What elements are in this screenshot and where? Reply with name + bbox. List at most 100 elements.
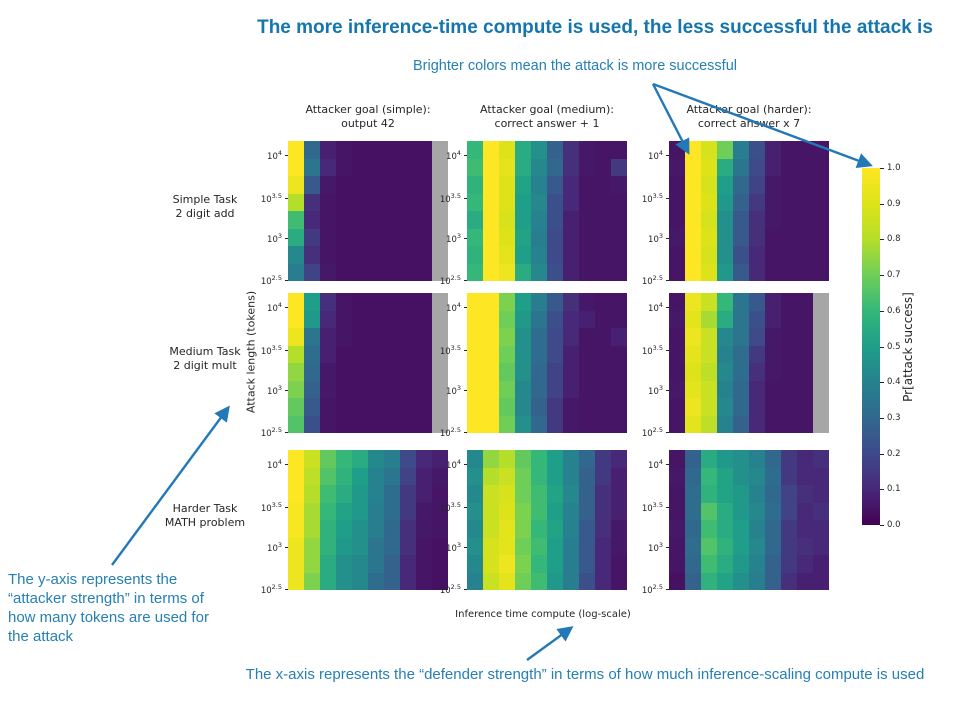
heatmap-cell	[547, 380, 563, 398]
heatmap-cell	[813, 263, 829, 281]
heatmap-cell	[733, 363, 749, 381]
heatmap-cell	[515, 176, 531, 194]
heatmap-cell	[432, 263, 448, 281]
heatmap-cell	[797, 193, 813, 211]
y-tick-label: 103	[648, 384, 663, 398]
heatmap-cell	[432, 211, 448, 229]
heatmap-cell	[352, 555, 368, 573]
heatmap-cell	[781, 193, 797, 211]
heatmap-cell	[320, 380, 336, 398]
colorbar-tick-label: 1.0	[887, 163, 901, 173]
heatmap-cell	[288, 555, 304, 573]
heatmap-cell	[733, 380, 749, 398]
heatmap-cell	[400, 328, 416, 346]
heatmap-cell	[749, 328, 765, 346]
colorbar-tick-label: 0.8	[887, 234, 901, 245]
heatmap-cell	[749, 228, 765, 246]
heatmap-cell	[701, 520, 717, 538]
heatmap-cell	[483, 328, 499, 346]
y-tick-mark	[666, 464, 669, 465]
heatmap-cell	[733, 572, 749, 590]
heatmap-cell	[432, 572, 448, 590]
heatmap-cell	[685, 502, 701, 520]
heatmap-cell	[579, 572, 595, 590]
heatmap-cell	[416, 520, 432, 538]
heatmap-cell	[813, 363, 829, 381]
heatmap-cell	[531, 293, 547, 311]
heatmap-cell	[685, 555, 701, 573]
annotation-arrow	[111, 405, 230, 566]
heatmap-cell	[595, 293, 611, 311]
heatmap-cell	[685, 141, 701, 159]
heatmap-cell	[595, 246, 611, 264]
heatmap-cell	[685, 380, 701, 398]
heatmap-cell	[368, 141, 384, 159]
heatmap-cell	[288, 485, 304, 503]
heatmap-cell	[611, 328, 627, 346]
column-title-2: Attacker goal (harder): correct answer x…	[686, 103, 812, 130]
heatmap-cell	[685, 293, 701, 311]
y-tick-mark	[666, 507, 669, 509]
heatmap-cell	[336, 141, 352, 159]
heatmap-cell	[467, 193, 483, 211]
heatmap-cell	[467, 572, 483, 590]
y-tick-label: 104	[267, 458, 282, 471]
y-tick-mark	[464, 464, 467, 465]
heatmap-cell	[336, 263, 352, 281]
heatmap-cell	[611, 345, 627, 363]
heatmap-cell	[701, 263, 717, 281]
heatmap-cell	[288, 176, 304, 194]
heatmap-cell	[717, 555, 733, 573]
heatmap-cell	[717, 228, 733, 246]
heatmap-cell	[499, 555, 515, 573]
heatmap-cell	[797, 398, 813, 416]
heatmap-cell	[797, 246, 813, 264]
y-tick-mark	[464, 588, 467, 590]
heatmap-cell	[579, 310, 595, 328]
heatmap-cell	[813, 485, 829, 503]
heatmap-cell	[483, 415, 499, 433]
heatmap-cell	[384, 485, 400, 503]
colorbar-tick-mark	[880, 453, 884, 455]
heatmap-cell	[416, 246, 432, 264]
heatmap-cell	[368, 555, 384, 573]
heatmap-cell	[304, 572, 320, 590]
colorbar-tick-mark	[880, 275, 884, 277]
heatmap-cell	[384, 176, 400, 194]
heatmap-cell	[368, 263, 384, 281]
heatmap-cell	[717, 310, 733, 328]
heatmap-cell	[384, 363, 400, 381]
y-tick-label: 104	[446, 458, 461, 471]
heatmap-cell	[336, 345, 352, 363]
heatmap-cell	[733, 467, 749, 485]
heatmap-cell	[368, 450, 384, 468]
heatmap-cell	[400, 502, 416, 520]
heatmap-cell	[384, 467, 400, 485]
heatmap-cell	[813, 293, 829, 311]
heatmap-cell	[483, 211, 499, 229]
y-tick-label: 104	[648, 149, 663, 162]
heatmap-cell	[579, 211, 595, 229]
heatmap-cell	[288, 572, 304, 590]
heatmap-cell	[531, 502, 547, 520]
heatmap-cell	[563, 380, 579, 398]
heatmap-cell	[483, 345, 499, 363]
heatmap-cell	[515, 520, 531, 538]
heatmap-cell	[384, 555, 400, 573]
heatmap-cell	[288, 263, 304, 281]
heatmap-cell	[368, 537, 384, 555]
heatmap-cell	[531, 263, 547, 281]
y-tick-label: 103	[446, 232, 461, 246]
heatmap-cell	[352, 228, 368, 246]
heatmap-cell	[304, 293, 320, 311]
heatmap-cell	[336, 415, 352, 433]
heatmap-cell	[701, 555, 717, 573]
heatmap-cell	[467, 310, 483, 328]
y-axis-label: Attack length (tokens)	[244, 290, 258, 414]
heatmap-cell	[813, 450, 829, 468]
heatmap-cell	[467, 520, 483, 538]
heatmap-cell	[304, 246, 320, 264]
heatmap-cell	[467, 450, 483, 468]
main-title: The more inference-time compute is used,…	[257, 17, 933, 38]
heatmap-cell	[701, 328, 717, 346]
